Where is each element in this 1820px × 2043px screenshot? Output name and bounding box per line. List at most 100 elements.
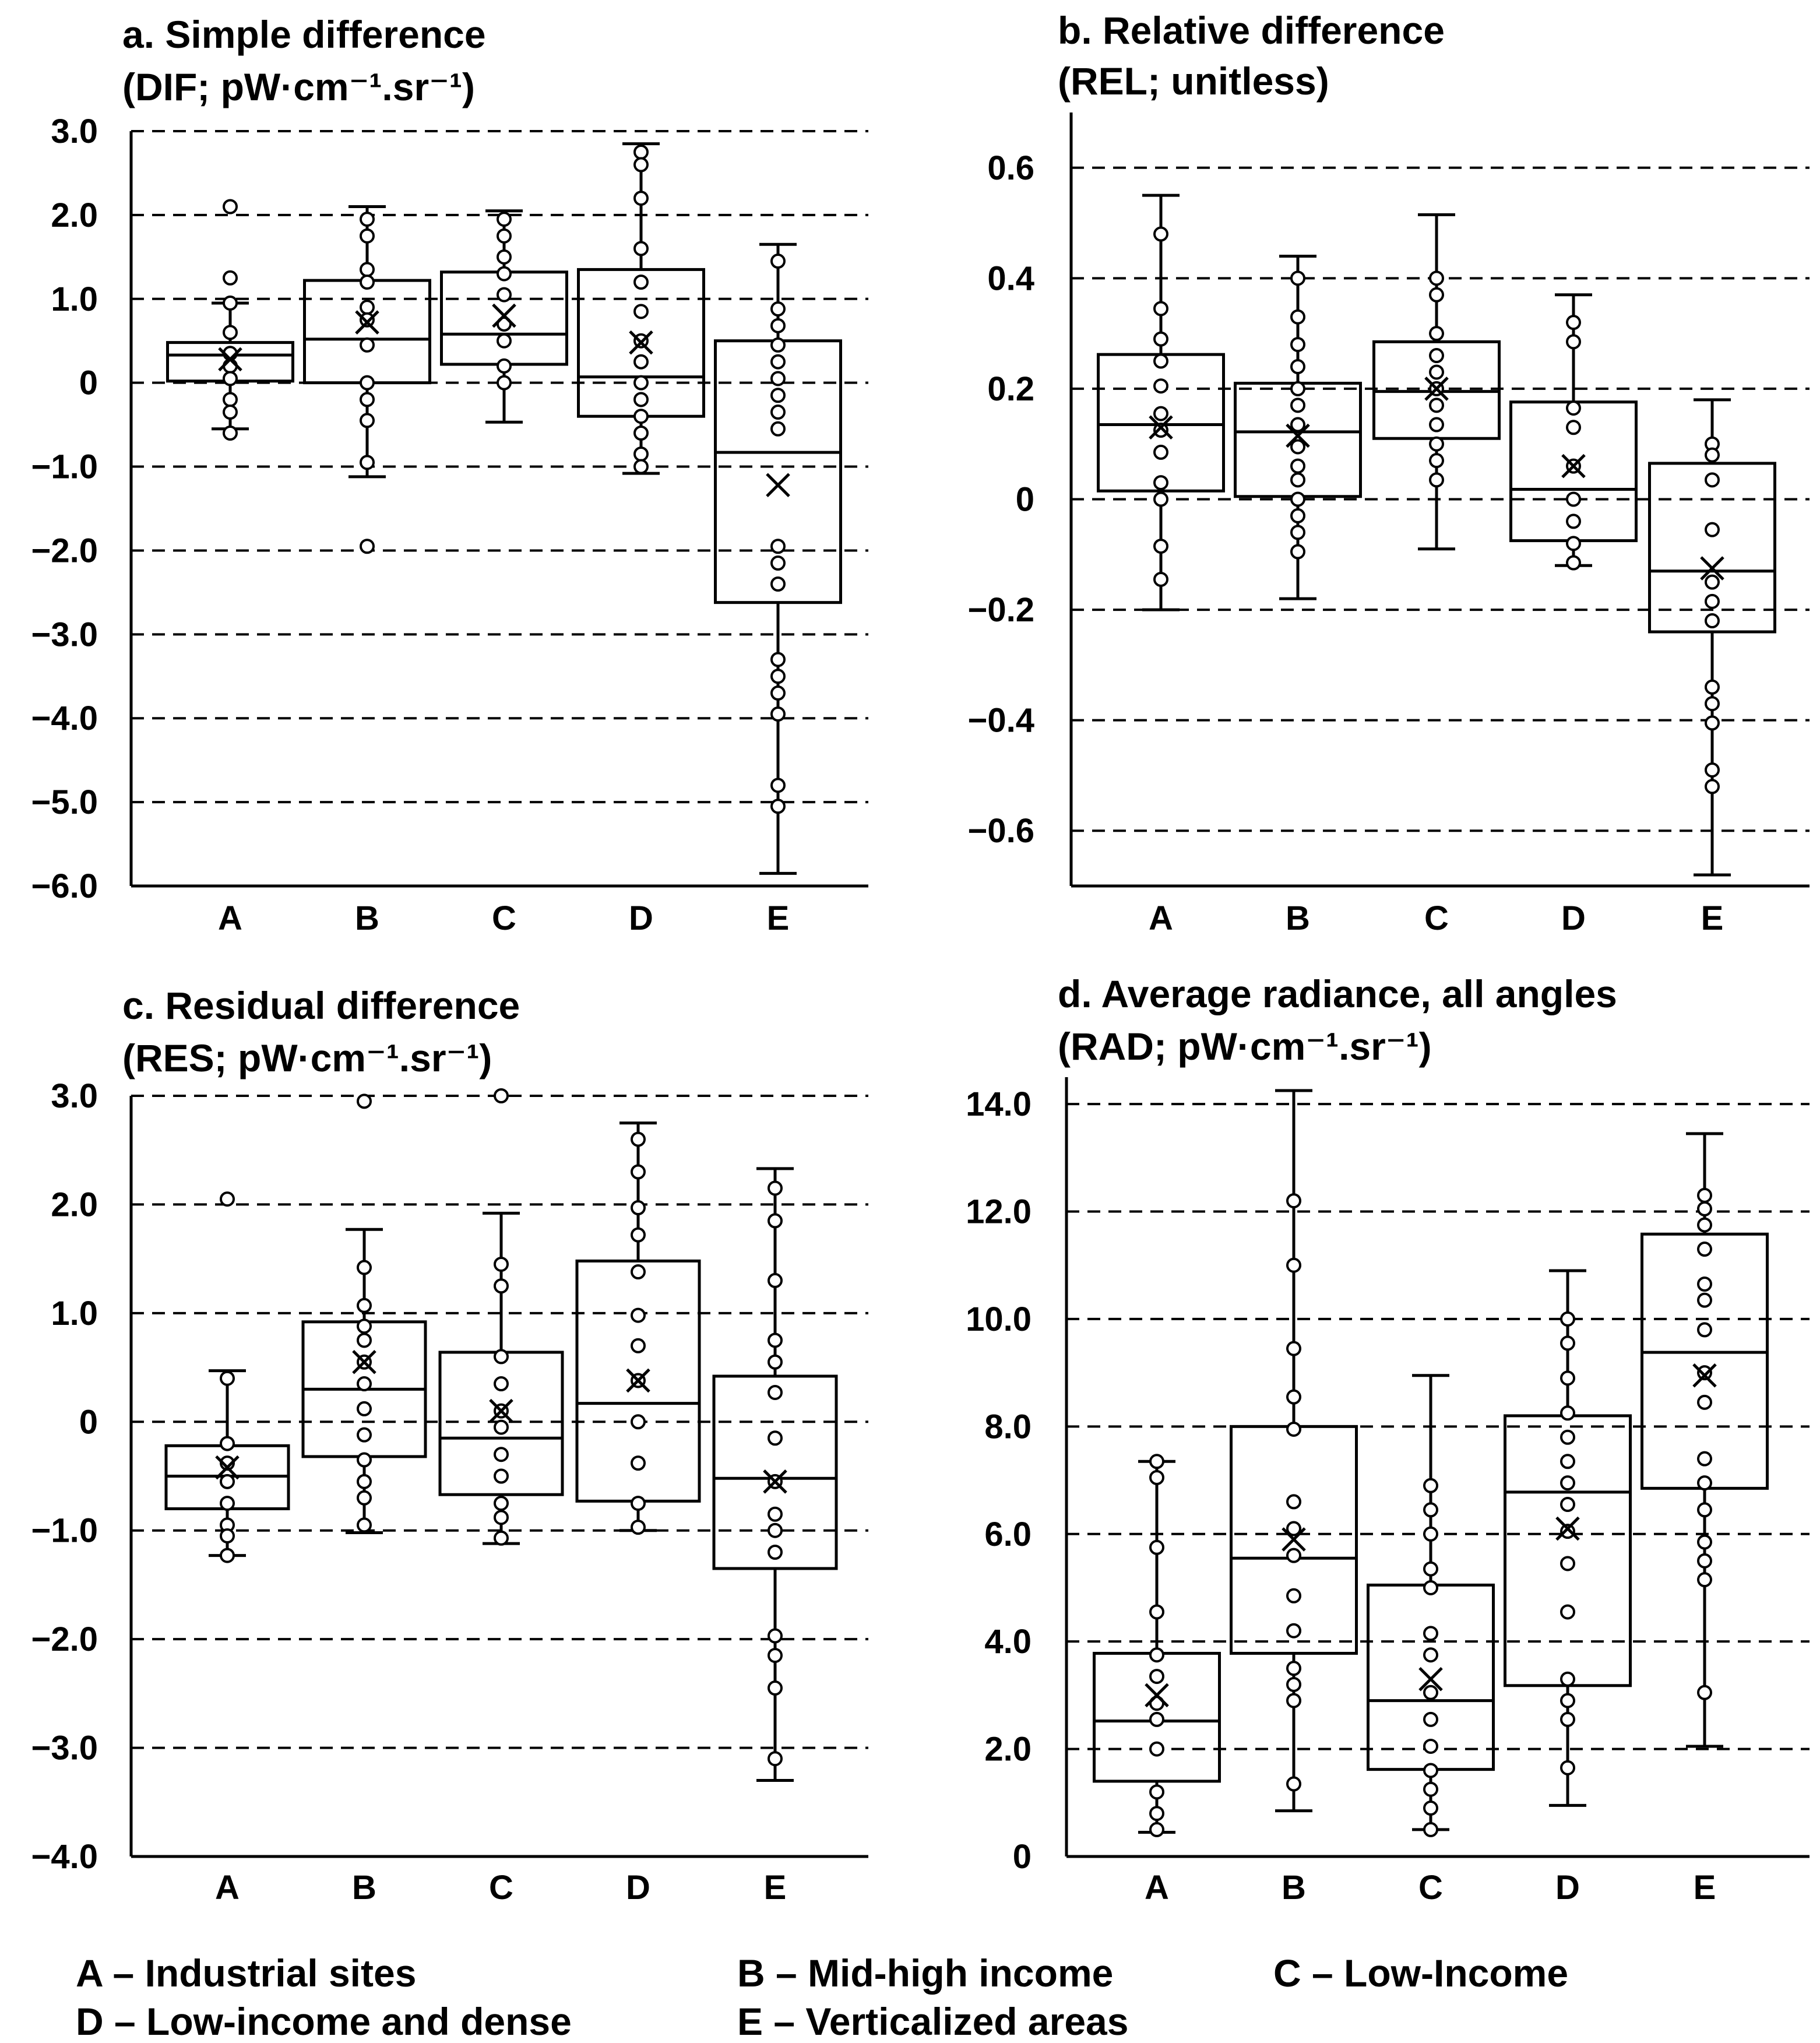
data-point <box>631 1455 646 1471</box>
data-point <box>494 1419 509 1435</box>
data-point <box>1153 331 1168 347</box>
data-point <box>360 455 375 470</box>
data-point <box>223 392 238 407</box>
data-point <box>1697 1322 1712 1338</box>
data-point <box>223 358 238 374</box>
data-point <box>1286 1257 1301 1273</box>
data-point <box>1697 1451 1712 1467</box>
data-point <box>1290 309 1305 325</box>
data-point <box>497 228 512 244</box>
data-point <box>1566 400 1581 416</box>
y-tick-label: 6.0 <box>984 1515 1032 1553</box>
data-point <box>1423 1580 1438 1595</box>
data-point <box>223 295 238 311</box>
y-tick-label: −3.0 <box>31 616 98 653</box>
data-point <box>770 371 786 386</box>
data-point <box>1286 1776 1301 1792</box>
data-point <box>768 1680 783 1696</box>
data-point <box>1560 1556 1575 1571</box>
data-point <box>1149 1822 1164 1837</box>
y-tick-label: 2.0 <box>984 1731 1032 1768</box>
data-point <box>631 1496 646 1511</box>
mean-marker <box>218 347 242 372</box>
data-point <box>360 539 375 554</box>
data-point <box>633 446 649 462</box>
x-category-label: C <box>489 1869 513 1907</box>
mean-marker <box>1692 1363 1717 1388</box>
mean-marker <box>1418 1666 1443 1692</box>
data-point <box>497 375 512 391</box>
data-point <box>1290 337 1305 353</box>
y-tick-label: 2.0 <box>51 196 98 234</box>
y-tick-label: −1.0 <box>31 448 98 486</box>
data-point <box>1697 1365 1712 1381</box>
data-point <box>1429 417 1444 432</box>
data-point <box>1423 1526 1438 1542</box>
data-point <box>631 1338 646 1353</box>
data-point <box>357 1318 372 1334</box>
x-category-label: E <box>1701 899 1724 937</box>
data-point <box>633 409 649 424</box>
data-point <box>494 1376 509 1392</box>
data-point <box>631 1131 646 1147</box>
data-point <box>1290 491 1305 507</box>
data-point <box>1697 1217 1712 1233</box>
data-point <box>360 212 375 227</box>
data-point <box>1697 1553 1712 1569</box>
data-point <box>1153 301 1168 317</box>
data-point <box>770 652 786 667</box>
data-point <box>220 1496 235 1511</box>
data-point <box>1566 555 1581 571</box>
x-category-label: A <box>1149 899 1173 937</box>
data-point <box>770 337 786 353</box>
data-point <box>1149 1711 1164 1727</box>
x-category-label: A <box>1145 1869 1169 1907</box>
box-iqr <box>712 1374 838 1570</box>
data-point <box>1566 536 1581 551</box>
panel-a-title: a. Simple difference <box>122 13 486 56</box>
x-category-label: C <box>492 899 516 937</box>
data-point <box>223 199 238 215</box>
mean-marker <box>489 1398 513 1423</box>
x-category-label: B <box>355 899 379 937</box>
data-point <box>1286 1676 1301 1692</box>
x-category-label: B <box>352 1869 376 1907</box>
legend-item-e: E – Verticalized areas <box>737 2000 1129 2043</box>
data-point <box>1290 270 1305 286</box>
box-iqr <box>303 279 431 385</box>
data-point <box>770 405 786 420</box>
x-category-label: C <box>1424 899 1449 937</box>
data-point <box>1429 287 1444 303</box>
data-point <box>494 1447 509 1462</box>
data-point <box>633 144 649 160</box>
data-point <box>357 1474 372 1489</box>
data-point <box>1423 1561 1438 1577</box>
data-point <box>768 1272 783 1288</box>
data-point <box>1290 508 1305 523</box>
panel-c-subtitle: (RES; pW·cm⁻¹.sr⁻¹) <box>122 1036 492 1079</box>
data-point <box>770 254 786 269</box>
data-point <box>770 778 786 793</box>
data-point <box>1560 1671 1575 1687</box>
data-point <box>360 275 375 290</box>
mean-marker <box>1145 1683 1169 1708</box>
data-point <box>1705 574 1720 590</box>
data-point <box>1153 475 1168 491</box>
data-point <box>497 266 512 282</box>
y-tick-label: 0.4 <box>987 259 1034 297</box>
data-point <box>1697 1276 1712 1292</box>
x-category-label: D <box>629 899 653 937</box>
y-tick-label: 0.2 <box>987 370 1034 408</box>
data-point <box>1429 364 1444 380</box>
data-point <box>1153 406 1168 421</box>
data-point <box>357 1332 372 1348</box>
data-point <box>1560 1711 1575 1727</box>
x-category-label: C <box>1418 1869 1443 1907</box>
data-point <box>360 375 375 391</box>
data-point <box>1697 1394 1712 1410</box>
data-point <box>1149 1669 1164 1685</box>
data-point <box>494 1256 509 1272</box>
data-point <box>494 1468 509 1484</box>
mean-marker <box>355 310 379 335</box>
y-tick-label: 1.0 <box>51 280 98 318</box>
